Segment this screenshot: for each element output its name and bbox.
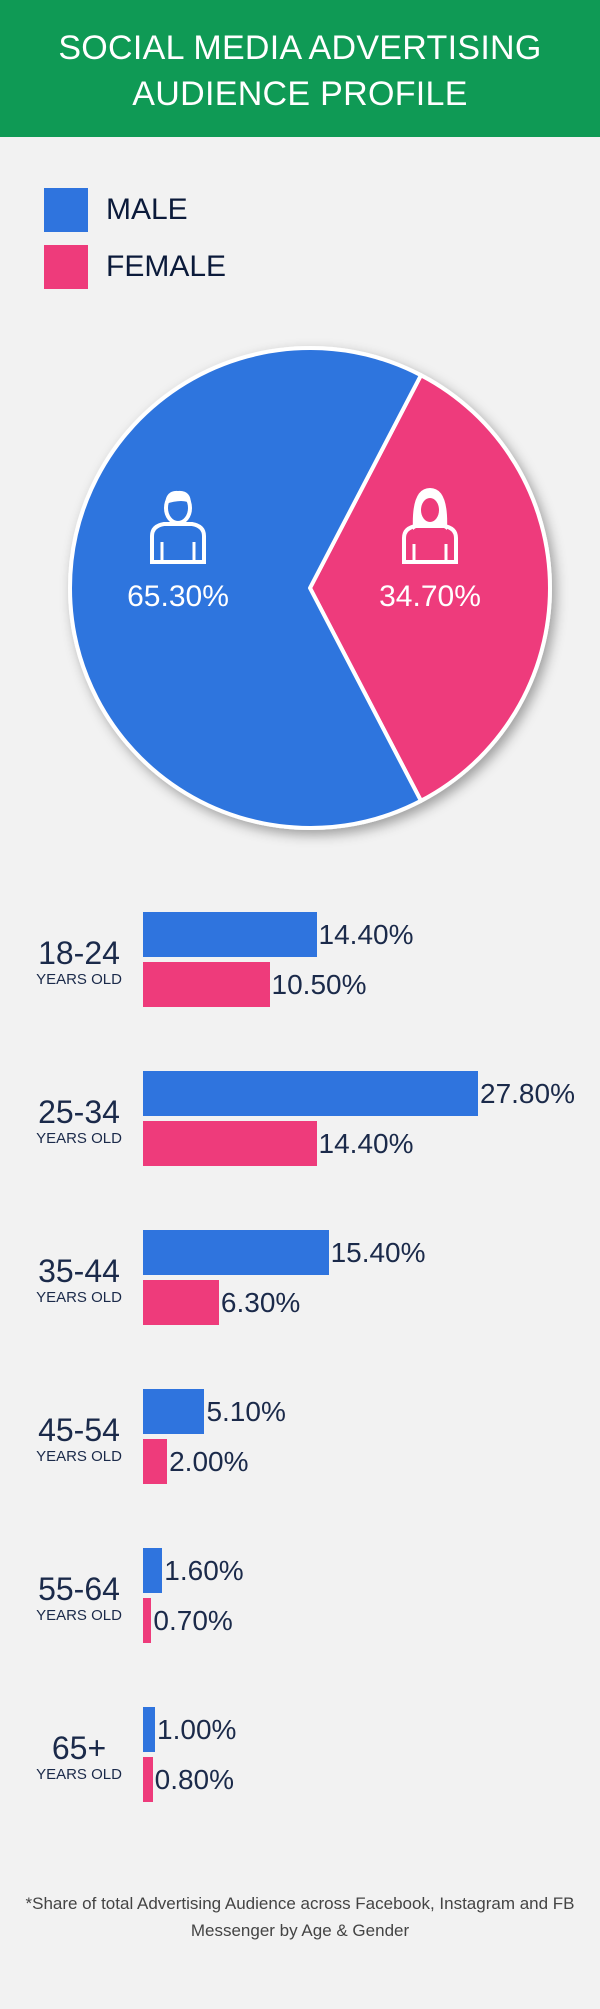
value-label-male: 27.80% — [480, 1078, 575, 1109]
age-label: 45-54 YEARS OLD — [18, 1413, 140, 1465]
bar-female-55-64 — [143, 1598, 152, 1643]
value-label-female: 0.80% — [154, 1764, 235, 1795]
bar-male-25-34 — [143, 1071, 478, 1116]
age-range-label: 18-24 — [38, 935, 120, 971]
age-label: 18-24 YEARS OLD — [18, 936, 140, 988]
value-label-male: 1.00% — [157, 1714, 237, 1745]
bar-male-45-54 — [143, 1389, 205, 1434]
value-label-male: 1.60% — [164, 1555, 244, 1586]
age-range-label: 55-64 — [38, 1571, 120, 1607]
age-group-18-24: 18-24 YEARS OLD 14.40% 10.50% — [0, 912, 600, 1022]
age-range-label: 25-34 — [38, 1094, 120, 1130]
male-person-icon — [150, 490, 206, 564]
pie-label-female: 34.70% — [379, 580, 481, 613]
bar-male-18-24 — [143, 912, 317, 957]
legend-label-male: MALE — [106, 193, 188, 226]
header-banner: SOCIAL MEDIA ADVERTISING AUDIENCE PROFIL… — [0, 0, 600, 137]
pie-slice-male — [68, 346, 423, 830]
legend-label-female: FEMALE — [106, 250, 227, 283]
age-group-45-54: 45-54 YEARS OLD 5.10% 2.00% — [0, 1389, 600, 1499]
bar-female-18-24 — [143, 962, 270, 1007]
age-range-label: 45-54 — [38, 1412, 120, 1448]
age-sublabel: YEARS OLD — [36, 1289, 122, 1306]
age-label: 35-44 YEARS OLD — [18, 1254, 140, 1306]
age-sublabel: YEARS OLD — [36, 1130, 122, 1147]
value-label-female: 14.40% — [318, 1128, 414, 1159]
bar-female-65plus — [143, 1757, 153, 1802]
pie-slice-female — [308, 373, 552, 803]
age-group-65plus: 65+ YEARS OLD 1.00% 0.80% — [0, 1707, 600, 1817]
value-label-male: 15.40% — [330, 1237, 426, 1268]
age-sublabel: YEARS OLD — [36, 1607, 122, 1624]
age-group-25-34: 25-34 YEARS OLD 27.80% 14.40% — [0, 1071, 600, 1181]
age-range-label: 35-44 — [38, 1253, 120, 1289]
pie-label-male: 65.30% — [127, 580, 229, 613]
age-label: 55-64 YEARS OLD — [18, 1572, 140, 1624]
bar-female-25-34 — [143, 1121, 317, 1166]
value-label-male: 5.10% — [206, 1396, 286, 1427]
bar-female-35-44 — [143, 1280, 219, 1325]
age-sublabel: YEARS OLD — [36, 971, 122, 988]
footnote: *Share of total Advertising Audience acr… — [25, 1894, 575, 1940]
legend-item-male: MALE — [44, 188, 226, 232]
value-label-male: 14.40% — [318, 919, 414, 950]
legend-item-female: FEMALE — [44, 245, 226, 289]
bar-male-55-64 — [143, 1548, 163, 1593]
legend-swatch-female — [44, 245, 88, 289]
age-sublabel: YEARS OLD — [36, 1766, 122, 1783]
value-label-female: 0.70% — [153, 1605, 233, 1636]
value-label-female: 10.50% — [271, 969, 367, 1000]
age-label: 65+ YEARS OLD — [18, 1731, 140, 1783]
age-group-55-64: 55-64 YEARS OLD 1.60% 0.70% — [0, 1548, 600, 1658]
bar-male-65plus — [143, 1707, 156, 1752]
bar-female-45-54 — [143, 1439, 168, 1484]
bar-male-35-44 — [143, 1230, 329, 1275]
value-label-female: 2.00% — [169, 1446, 249, 1477]
legend-swatch-male — [44, 188, 88, 232]
age-range-label: 65+ — [51, 1730, 107, 1766]
age-label: 25-34 YEARS OLD — [18, 1095, 140, 1147]
age-group-35-44: 35-44 YEARS OLD 15.40% 6.30% — [0, 1230, 600, 1340]
value-label-female: 6.30% — [220, 1287, 301, 1318]
page-title: SOCIAL MEDIA ADVERTISING AUDIENCE PROFIL… — [58, 28, 542, 113]
gender-pie-chart — [68, 346, 552, 830]
female-person-icon — [402, 488, 458, 564]
age-sublabel: YEARS OLD — [36, 1448, 122, 1465]
legend: MALE FEMALE — [44, 188, 226, 302]
